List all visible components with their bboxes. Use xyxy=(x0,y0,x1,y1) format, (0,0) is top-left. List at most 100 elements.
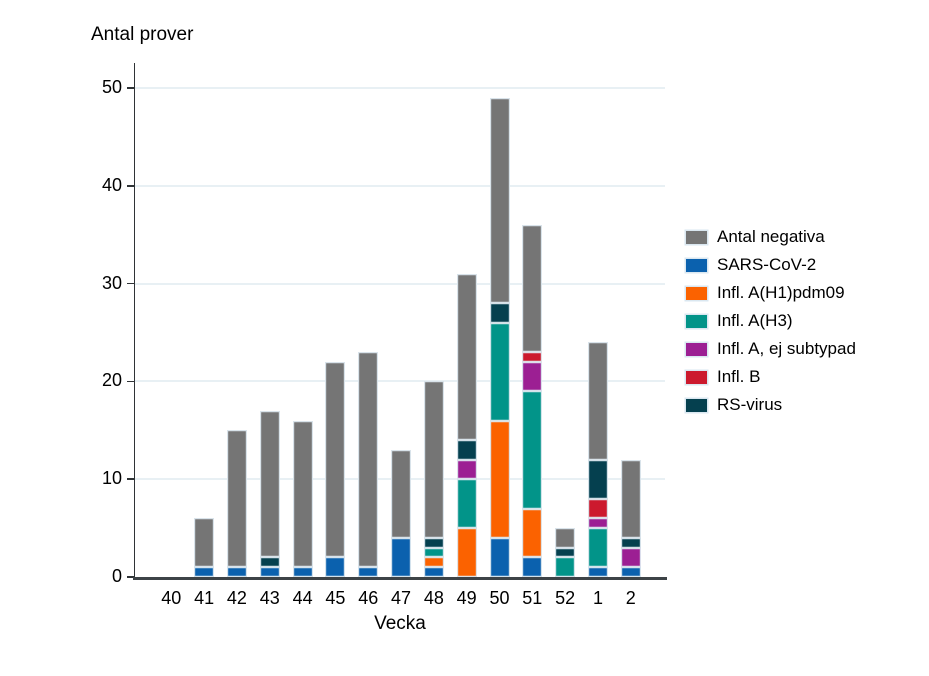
y-tick-50 xyxy=(127,87,134,89)
bar-segment xyxy=(226,430,247,568)
bar-segment xyxy=(489,303,510,323)
bar-segment xyxy=(620,547,641,568)
gridline-y20 xyxy=(135,380,665,383)
x-tick-label-43: 43 xyxy=(259,588,280,608)
legend-item-gray: Antal negativa xyxy=(686,223,856,251)
bar-segment xyxy=(456,273,477,441)
x-tick-label-42: 42 xyxy=(226,588,247,608)
x-tick-label-51: 51 xyxy=(522,588,543,608)
bar-segment xyxy=(587,498,608,519)
x-tick-label-45: 45 xyxy=(325,588,346,608)
bar-segment xyxy=(456,459,477,480)
legend-swatch-icon xyxy=(686,370,707,384)
bar-segment xyxy=(194,518,215,568)
bar-segment xyxy=(456,440,477,460)
bar-week-1 xyxy=(587,342,608,577)
legend-swatch-icon xyxy=(686,230,707,244)
legend-item-blue: SARS-CoV-2 xyxy=(686,251,856,279)
x-tick-label-47: 47 xyxy=(391,588,412,608)
legend-label: SARS-CoV-2 xyxy=(717,255,817,274)
bar-segment xyxy=(391,537,412,577)
y-tick-label-10: 10 xyxy=(101,468,122,489)
bar-segment xyxy=(522,508,543,558)
bar-week-41 xyxy=(194,518,215,577)
bar-segment xyxy=(522,557,543,577)
chart-title: Antal prover xyxy=(91,24,194,45)
y-tick-label-50: 50 xyxy=(101,77,122,97)
legend-item-purple: Infl. A, ej subtypad xyxy=(686,335,856,363)
x-tick-label-1: 1 xyxy=(592,588,603,608)
bar-segment xyxy=(587,459,608,499)
bar-segment xyxy=(423,537,444,548)
legend-item-orange: Infl. A(H1)pdm09 xyxy=(686,279,856,307)
legend-item-teal: Infl. A(H3) xyxy=(686,307,856,335)
bar-segment xyxy=(194,567,215,577)
x-tick-label-49: 49 xyxy=(456,588,477,608)
bar-segment xyxy=(489,97,510,304)
bar-week-51 xyxy=(522,224,543,577)
bar-segment xyxy=(456,479,477,529)
bar-week-2 xyxy=(620,459,641,577)
legend-swatch-icon xyxy=(686,342,707,356)
x-tick-label-50: 50 xyxy=(489,588,510,608)
y-tick-20 xyxy=(127,380,134,383)
bar-segment xyxy=(620,567,641,577)
gridline-y40 xyxy=(135,184,665,187)
bar-week-47 xyxy=(391,449,412,577)
bar-week-52 xyxy=(555,528,576,577)
bar-segment xyxy=(456,528,477,577)
bar-segment xyxy=(587,528,608,568)
bar-segment xyxy=(555,547,576,558)
bar-segment xyxy=(226,567,247,577)
bar-segment xyxy=(259,557,280,568)
bar-segment xyxy=(489,420,510,538)
legend-label: RS-virus xyxy=(717,395,783,414)
legend-label: Infl. A(H3) xyxy=(717,311,793,330)
bar-segment xyxy=(555,528,576,548)
y-tick-label-0: 0 xyxy=(111,566,122,586)
legend-label: Antal negativa xyxy=(717,227,825,246)
bar-segment xyxy=(489,537,510,577)
bar-segment xyxy=(358,352,379,568)
y-tick-40 xyxy=(127,185,134,187)
bar-segment xyxy=(292,567,313,577)
gridline-y50 xyxy=(135,87,665,89)
y-tick-30 xyxy=(127,282,134,285)
legend-swatch-icon xyxy=(686,258,707,272)
legend-item-navy: RS-virus xyxy=(686,391,856,419)
bar-segment xyxy=(391,449,412,538)
y-tick-label-30: 30 xyxy=(101,272,122,293)
bar-week-49 xyxy=(456,273,477,577)
bar-segment xyxy=(358,567,379,577)
bar-segment xyxy=(555,557,576,577)
x-tick-label-41: 41 xyxy=(194,588,215,608)
bar-segment xyxy=(587,567,608,577)
bar-segment xyxy=(522,391,543,509)
x-tick-label-44: 44 xyxy=(292,588,313,608)
bar-week-45 xyxy=(325,361,346,577)
x-tick-label-52: 52 xyxy=(555,588,576,608)
bar-week-48 xyxy=(423,381,444,577)
y-tick-10 xyxy=(127,478,134,480)
x-tick-label-46: 46 xyxy=(358,588,379,608)
y-tick-label-40: 40 xyxy=(101,174,122,195)
bar-segment xyxy=(423,547,444,558)
y-tick-label-20: 20 xyxy=(101,370,122,391)
legend-label: Infl. B xyxy=(717,367,761,386)
legend-item-red: Infl. B xyxy=(686,363,856,391)
bar-segment xyxy=(259,567,280,577)
x-axis-line xyxy=(133,577,667,580)
legend-swatch-icon xyxy=(686,286,707,300)
bar-week-44 xyxy=(292,420,313,577)
bar-segment xyxy=(522,352,543,362)
bar-segment xyxy=(325,557,346,577)
legend-label: Infl. A, ej subtypad xyxy=(717,339,856,358)
bar-week-42 xyxy=(226,430,247,577)
bar-segment xyxy=(325,361,346,558)
x-tick-label-2: 2 xyxy=(625,588,636,608)
bar-segment xyxy=(489,322,510,421)
legend-swatch-icon xyxy=(686,314,707,328)
bar-week-50 xyxy=(489,97,510,577)
